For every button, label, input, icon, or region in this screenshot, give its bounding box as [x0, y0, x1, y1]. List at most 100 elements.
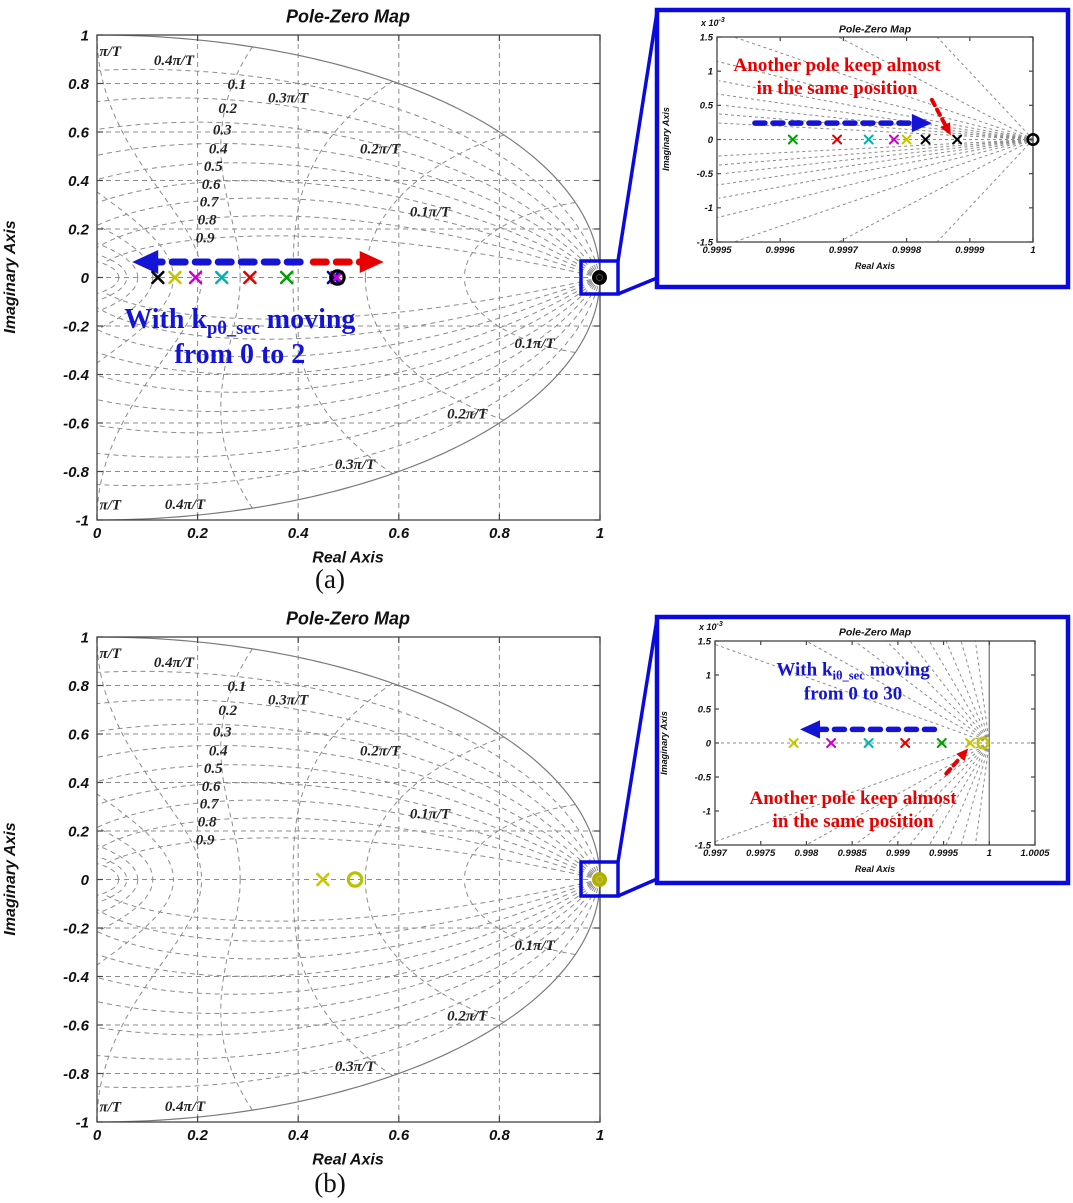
grid-label: 0.3π/T	[268, 90, 309, 106]
y-tick-label: -0.2	[63, 920, 90, 937]
grid-label: 0.4π/T	[154, 53, 195, 69]
grid-label: 0.4	[209, 141, 228, 157]
caption-a: (a)	[315, 564, 345, 594]
x-tick-label: 0.998	[795, 848, 819, 859]
grid-label: 0.5	[204, 761, 223, 777]
x-tick-label: 0	[93, 1127, 102, 1144]
y-scale-exponent: x 10-3	[700, 17, 725, 28]
zgrid	[97, 637, 600, 1122]
x-tick-label: 0.4	[288, 525, 310, 542]
zero-marker	[1026, 133, 1040, 147]
pole-marker	[863, 134, 874, 145]
x-tick-label: 1	[596, 1127, 604, 1144]
pole-marker	[316, 872, 330, 887]
zoom-connector-line	[617, 877, 658, 898]
plot-title: Pole-Zero Map	[839, 627, 912, 639]
grid-label: π/T	[100, 497, 122, 513]
y-tick-label: 1	[706, 670, 711, 681]
grid-label: 0.9	[196, 230, 215, 246]
pole-cluster	[591, 270, 607, 285]
pole-marker	[279, 270, 294, 285]
annotation-arrowhead	[132, 250, 159, 274]
y-axis-label: Imaginary Axis	[2, 822, 19, 935]
annotation-arrowhead	[800, 720, 821, 739]
x-tick-label: 0.9996	[766, 245, 796, 256]
y-tick-label: 1	[708, 66, 713, 77]
zero-marker	[976, 736, 990, 750]
grid-label: 0.3	[213, 724, 232, 740]
grid-label: 0.8	[198, 814, 217, 830]
grid-label: 0.3π/T	[268, 692, 309, 708]
y-tick-label: 0.8	[68, 76, 90, 93]
grid-label: 0.7	[200, 796, 219, 812]
y-axis-label: Imaginary Axis	[661, 107, 671, 171]
y-tick-label: 0.6	[68, 726, 90, 743]
y-tick-label: -0.6	[63, 1017, 90, 1034]
x-tick-label: 0.999	[886, 848, 910, 859]
x-tick-label: 0.6	[388, 525, 410, 542]
x-tick-label: 0.9999	[955, 245, 985, 256]
x-axis-label: Real Axis	[855, 261, 895, 271]
panel-pzmap-inset-a: 0.9995 0.9996 0.9997 0.9998 0.9999 1 1.5 1 0.5 0 -…	[654, 7, 1071, 290]
grid-label: 0.1	[227, 679, 246, 695]
grid-label: 0.4	[209, 743, 228, 759]
pole-marker	[832, 134, 843, 145]
pole-marker	[168, 270, 182, 285]
pole-marker	[952, 134, 963, 145]
x-tick-label: 0.9997	[829, 245, 859, 256]
pole-marker	[920, 134, 931, 145]
zoom-connector	[579, 618, 659, 898]
grid-label: 0.1π/T	[410, 806, 451, 822]
grid-label: 0.2	[218, 101, 237, 117]
y-tick-label: -1	[76, 1114, 89, 1131]
pole-cluster-detail	[596, 876, 603, 883]
pole-cluster	[591, 872, 607, 887]
pole-marker	[900, 738, 911, 748]
zoom-connector-line	[617, 276, 658, 296]
grid-label: 0.8	[198, 212, 217, 228]
grid-label: 0.3	[213, 122, 232, 138]
annotation-arrowhead	[911, 113, 932, 133]
y-tick-label: -0.8	[63, 1066, 90, 1083]
panel-pzmap-inset-b: 0.997 0.9975 0.998 0.9985 0.999 0.9995 1 1.0005…	[654, 614, 1071, 886]
y-tick-label: 0.4	[68, 173, 90, 190]
caption-b: (b)	[314, 1168, 346, 1198]
grid-label: π/T	[100, 44, 122, 60]
x-tick-label: 0.997	[703, 848, 727, 859]
annotation-text: With kpθ_sec moving	[124, 304, 355, 338]
y-tick-label: 1	[81, 27, 89, 44]
x-tick-label: 0.9975	[746, 848, 776, 859]
y-tick-label: -1	[705, 203, 713, 214]
annotation-arrow	[944, 755, 963, 776]
y-tick-label: -1	[76, 512, 89, 529]
y-tick-label: 0.2	[68, 823, 90, 840]
annotation-text: in the same position	[757, 78, 918, 99]
pole-cluster-detail	[596, 274, 603, 281]
inset-border	[654, 614, 1071, 886]
x-tick-label: 0	[93, 525, 102, 542]
grid-label: π/T	[100, 1099, 122, 1115]
annotation-arrowhead	[956, 748, 969, 762]
grid-label: 0.9	[196, 832, 215, 848]
x-tick-label: 0.8	[489, 525, 511, 542]
panel-pzmap-main-a: 0 0.2 0.4 0.6 0.8 1 1 0.8 0.6 0.4 0.2 0 -0.2 -0.4 -0.6…	[2, 6, 607, 567]
y-tick-label: 0	[708, 135, 714, 146]
y-scale-exponent: x 10-3	[698, 621, 723, 632]
x-tick-label: 0.6	[388, 1127, 410, 1144]
pole-marker	[788, 738, 799, 748]
y-axis-label: Imaginary Axis	[2, 220, 19, 333]
y-tick-label: -0.2	[63, 318, 90, 335]
grid-label: 0.6	[202, 177, 221, 193]
grid-label: 0.2π/T	[447, 406, 488, 422]
pole-marker	[863, 738, 874, 748]
y-tick-label: -1.5	[697, 237, 714, 248]
pole-marker	[901, 134, 912, 145]
zero-marker	[346, 871, 364, 888]
grid-label: π/T	[100, 646, 122, 662]
pole-marker	[151, 270, 165, 285]
pole-marker	[243, 270, 257, 285]
plot-title: Pole-Zero Map	[839, 24, 912, 36]
annotation-arrowhead	[359, 250, 384, 274]
grid-label: 0.1π/T	[514, 938, 555, 954]
